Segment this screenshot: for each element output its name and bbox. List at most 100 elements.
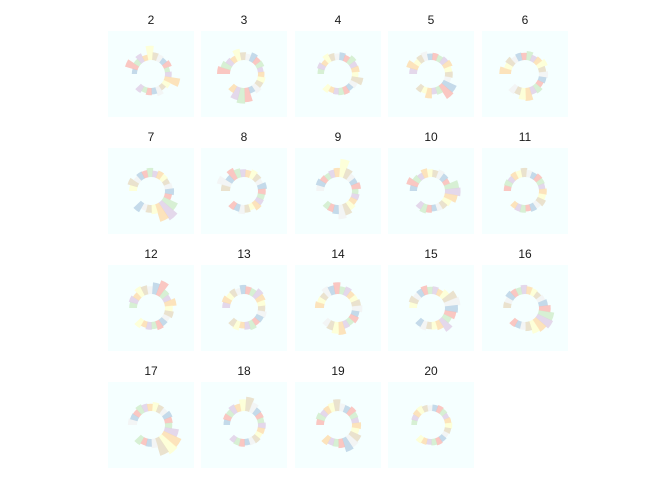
panel-title: 2 bbox=[148, 13, 155, 27]
wedge-mark bbox=[248, 288, 257, 297]
wedge-mark bbox=[134, 434, 145, 446]
wedge-mark bbox=[431, 438, 438, 446]
wedge-mark bbox=[441, 430, 449, 439]
panel-background bbox=[482, 148, 568, 234]
panel-background bbox=[201, 265, 287, 351]
panel-title: 14 bbox=[331, 247, 345, 261]
panel-title: 15 bbox=[424, 247, 438, 261]
wedge-mark bbox=[251, 317, 261, 326]
panel-5: 5 bbox=[388, 13, 474, 117]
wedge-mark bbox=[420, 285, 429, 296]
wedge-mark bbox=[342, 54, 351, 63]
wedge-mark bbox=[254, 430, 263, 439]
wedge-mark bbox=[222, 301, 231, 308]
wedge-mark bbox=[510, 288, 519, 298]
wedge-mark bbox=[155, 170, 165, 180]
wedge-mark bbox=[164, 188, 175, 196]
wedge-mark bbox=[159, 173, 168, 183]
panel-background bbox=[108, 31, 194, 117]
wedge-mark bbox=[537, 193, 547, 201]
wedge-mark bbox=[256, 310, 267, 319]
panel-title: 12 bbox=[144, 247, 158, 261]
wedge-mark bbox=[233, 168, 242, 179]
panel-12: 12 bbox=[108, 247, 194, 351]
wedge-mark bbox=[140, 437, 148, 446]
wedge-mark bbox=[257, 71, 265, 78]
wedge-mark bbox=[152, 52, 159, 61]
wedge-mark bbox=[319, 409, 329, 418]
wedge-mark bbox=[443, 296, 461, 307]
wedge-mark bbox=[514, 320, 522, 329]
wedge-mark bbox=[338, 321, 347, 335]
wedge-mark bbox=[257, 305, 266, 312]
wedge-mark bbox=[130, 413, 140, 422]
wedge-mark bbox=[322, 53, 332, 64]
wedge-mark bbox=[346, 406, 357, 417]
panel-19: 19 bbox=[295, 364, 381, 468]
wedge-mark bbox=[232, 320, 241, 331]
wedge-mark bbox=[529, 85, 538, 95]
wedge-mark bbox=[135, 404, 145, 415]
wedge-mark bbox=[164, 71, 172, 78]
wedge-mark bbox=[416, 405, 425, 415]
wedge-mark bbox=[441, 79, 457, 93]
panel-8: 8 bbox=[201, 130, 287, 234]
wedge-mark bbox=[161, 313, 171, 323]
wedge-mark bbox=[338, 87, 345, 96]
wedge-mark bbox=[409, 301, 418, 308]
wedge-mark bbox=[339, 286, 346, 295]
wedge-mark bbox=[164, 305, 173, 312]
wedge-mark bbox=[529, 319, 540, 334]
wedge-mark bbox=[128, 295, 140, 305]
panel-title: 7 bbox=[148, 130, 155, 144]
wedge-mark bbox=[421, 404, 429, 413]
wedge-mark bbox=[145, 45, 154, 61]
wedge-mark bbox=[520, 52, 528, 61]
wedge-mark bbox=[225, 292, 235, 301]
wedge-mark bbox=[435, 436, 443, 446]
wedge-mark bbox=[151, 87, 158, 95]
panel-6: 6 bbox=[482, 13, 568, 117]
wedge-mark bbox=[424, 87, 432, 99]
wedge-mark bbox=[155, 202, 169, 222]
panel-title: 10 bbox=[424, 130, 438, 144]
wedge-mark bbox=[159, 289, 170, 300]
wedge-mark bbox=[161, 196, 178, 211]
wedge-mark bbox=[321, 59, 329, 67]
wedge-mark bbox=[127, 177, 140, 188]
wedge-mark bbox=[163, 310, 174, 319]
wedge-mark bbox=[256, 182, 267, 190]
wedge-mark bbox=[350, 76, 364, 86]
wedge-mark bbox=[431, 321, 438, 330]
wedge-mark bbox=[164, 422, 173, 429]
wedge-mark bbox=[419, 203, 428, 214]
wedge-mark bbox=[233, 437, 241, 446]
wedge-mark bbox=[244, 438, 251, 446]
wedge-mark bbox=[411, 413, 420, 422]
wedge-mark bbox=[256, 299, 266, 307]
wedge-mark bbox=[163, 416, 173, 424]
wedge-mark bbox=[432, 52, 439, 61]
wedge-mark bbox=[316, 418, 325, 425]
panel-9: 9 bbox=[295, 130, 381, 234]
wedge-mark bbox=[233, 203, 241, 212]
panel-background bbox=[108, 382, 194, 468]
wedge-mark bbox=[350, 299, 361, 307]
wedge-mark bbox=[245, 286, 252, 295]
wedge-mark bbox=[533, 56, 543, 66]
wedge-mark bbox=[163, 66, 171, 73]
wedge-mark bbox=[221, 295, 233, 305]
wedge-mark bbox=[416, 288, 425, 298]
wedge-mark bbox=[431, 204, 438, 212]
wedge-mark bbox=[535, 196, 546, 207]
wedge-mark bbox=[256, 66, 264, 73]
panel-4: 4 bbox=[295, 13, 381, 117]
wedge-mark bbox=[439, 408, 448, 417]
wedge-mark bbox=[327, 285, 336, 296]
wedge-mark bbox=[438, 317, 453, 332]
wedge-mark bbox=[319, 292, 329, 301]
wedge-mark bbox=[226, 167, 238, 181]
wedge-mark bbox=[518, 87, 527, 100]
wedge-mark bbox=[346, 55, 357, 66]
